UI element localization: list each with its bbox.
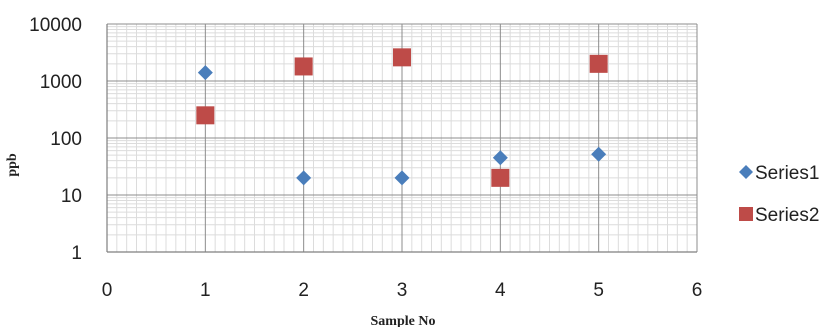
legend-item-series1: Series1 — [739, 163, 819, 184]
series2-point — [491, 168, 510, 187]
axes — [106, 24, 697, 253]
y-axis-title: ppb — [5, 153, 20, 177]
series2-point — [393, 48, 411, 67]
legend-marker-series1 — [739, 165, 753, 179]
legend-marker-series2 — [739, 207, 753, 221]
series1-point — [197, 65, 213, 81]
series1-point — [394, 170, 410, 186]
grid-lines — [106, 23, 698, 253]
x-tick-label: 2 — [298, 280, 309, 301]
legend-label-series2: Series2 — [755, 205, 819, 226]
x-tick-label: 3 — [397, 280, 408, 301]
x-tick-labels: 0 1 2 3 4 5 6 — [102, 280, 703, 301]
series1-point — [492, 150, 508, 166]
x-tick-label: 0 — [102, 280, 113, 301]
series1-point — [296, 170, 312, 186]
x-tick-label: 5 — [593, 280, 604, 301]
series2-point — [589, 54, 608, 73]
x-axis-title: Sample No — [371, 314, 436, 327]
x-tick-label: 6 — [692, 280, 703, 301]
x-tick-label: 1 — [200, 280, 211, 301]
legend-item-series2: Series2 — [739, 205, 819, 226]
y-tick-label: 1 — [71, 243, 82, 264]
series1-point — [591, 146, 607, 162]
x-tick-label: 4 — [495, 280, 506, 301]
y-tick-label: 10 — [61, 186, 82, 207]
data-points — [196, 48, 608, 187]
y-tick-labels: 1 10 100 1000 10000 — [29, 15, 82, 264]
series2-point — [294, 57, 313, 76]
y-tick-label: 100 — [50, 129, 82, 150]
legend: Series1 Series2 — [739, 163, 819, 226]
y-tick-label: 1000 — [40, 72, 82, 93]
series2-point — [196, 106, 215, 125]
y-tick-label: 10000 — [29, 15, 82, 36]
legend-label-series1: Series1 — [755, 163, 819, 184]
